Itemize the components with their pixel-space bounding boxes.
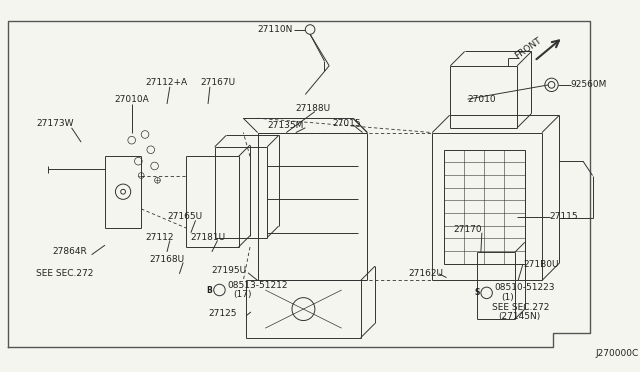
Text: (27145N): (27145N)	[498, 312, 540, 321]
Text: 27125: 27125	[208, 310, 237, 318]
Text: 27864R: 27864R	[52, 247, 87, 256]
Text: 27112: 27112	[145, 233, 173, 242]
Text: 27188U: 27188U	[296, 104, 331, 113]
Text: 08510-51223: 08510-51223	[494, 283, 555, 292]
Text: SEE SEC.272: SEE SEC.272	[36, 269, 93, 278]
Text: 27010: 27010	[468, 94, 496, 104]
Text: (17): (17)	[233, 290, 252, 299]
Text: J270000C: J270000C	[595, 349, 639, 359]
Text: 27135M: 27135M	[267, 121, 303, 131]
Text: 27167U: 27167U	[200, 78, 236, 87]
Text: FRONT: FRONT	[513, 36, 543, 61]
Text: (1): (1)	[501, 293, 514, 302]
Text: 27181U: 27181U	[191, 233, 226, 242]
Text: 27015: 27015	[332, 119, 361, 128]
Text: SEE SEC.272: SEE SEC.272	[492, 303, 550, 312]
Text: 92560M: 92560M	[571, 80, 607, 89]
Text: 27173W: 27173W	[36, 119, 74, 128]
Text: 27162U: 27162U	[408, 269, 444, 278]
Text: 271B0U: 271B0U	[523, 260, 558, 269]
Text: 27112+A: 27112+A	[145, 78, 187, 87]
Text: 27165U: 27165U	[167, 212, 202, 221]
Text: 27110N: 27110N	[258, 25, 293, 34]
Circle shape	[121, 189, 125, 194]
Bar	[444, 150, 525, 264]
Text: 27195U: 27195U	[212, 266, 247, 275]
Text: 08513-51212: 08513-51212	[227, 281, 287, 290]
Text: 27170: 27170	[453, 225, 482, 234]
Text: B: B	[206, 285, 212, 295]
Text: 27168U: 27168U	[150, 255, 185, 264]
Text: 27010A: 27010A	[115, 94, 149, 104]
Text: S: S	[475, 288, 480, 297]
Text: 27115: 27115	[550, 212, 578, 221]
